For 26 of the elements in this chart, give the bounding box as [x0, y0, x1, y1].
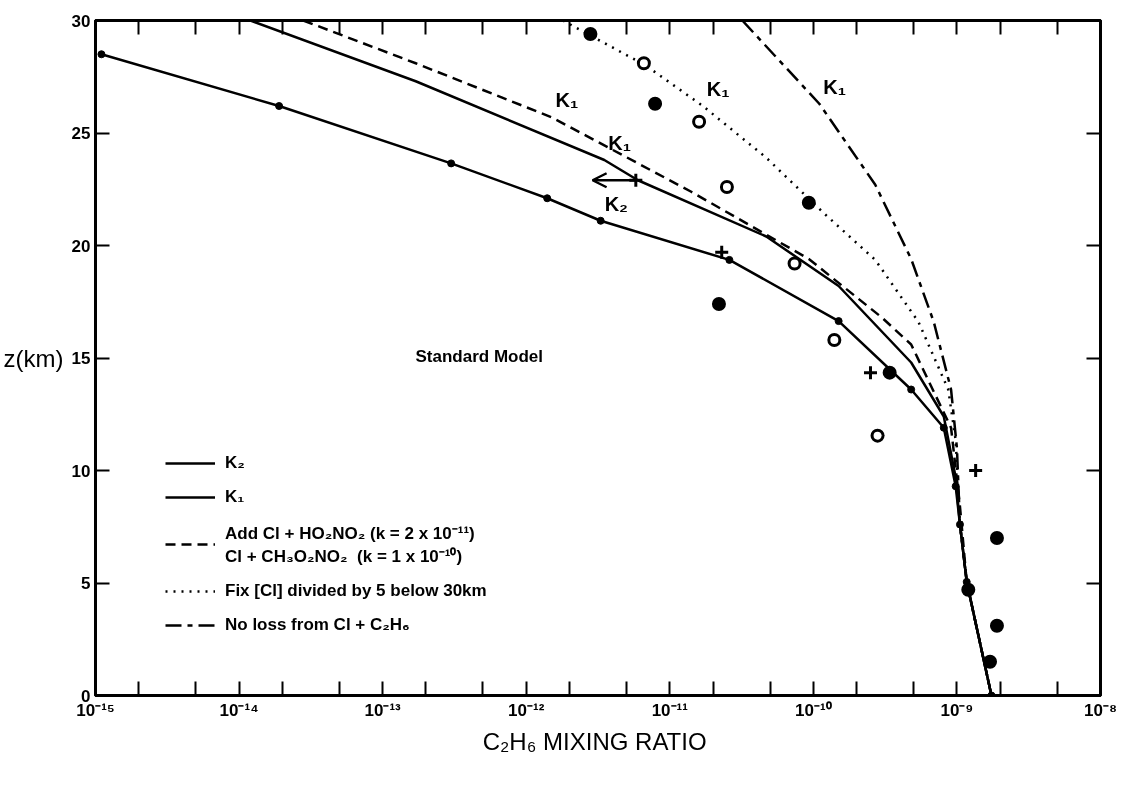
legend-label: No loss from Cl + C₂H₆	[225, 615, 410, 635]
legend-label: Fix [Cl] divided by 5 below 30km	[225, 581, 487, 601]
annotation: K₁	[555, 89, 579, 112]
y-tick-label: 10	[71, 461, 91, 481]
x-tick-label: 10⁻¹¹	[651, 700, 689, 720]
annotation: K₁	[608, 132, 632, 154]
legend-label: Add Cl + HO₂NO₂ (k = 2 x 10⁻¹¹) Cl + CH₃O₂NO₂ (k = 1 x 10⁻¹⁰)	[225, 523, 475, 567]
y-tick-label: 30	[71, 11, 91, 31]
y-tick-label: 15	[71, 349, 91, 368]
x-tick-label: 10⁻⁹	[940, 700, 974, 720]
x-tick-label: 10⁻¹²	[508, 700, 545, 720]
annotation: K₂	[604, 192, 628, 215]
legend-label: K₂	[225, 453, 245, 473]
annotation: K₁	[823, 75, 847, 98]
y-axis-title: z(km)	[3, 344, 64, 372]
x-tick-label: 10⁻¹³	[364, 700, 402, 720]
legend-label: K₁	[225, 487, 245, 507]
y-tick-label: 25	[71, 124, 91, 143]
annotation: K₁	[706, 78, 730, 100]
y-tick-label: 5	[81, 574, 91, 593]
x-tick-label: 10⁻⁸	[1084, 700, 1117, 720]
x-tick-label: 10⁻¹⁰	[795, 700, 832, 720]
y-tick-label: 20	[71, 236, 91, 256]
x-axis-title: C₂H₆ MIXING RATIO	[482, 727, 707, 755]
x-tick-label: 10⁻¹⁴	[219, 700, 259, 720]
annotation: Standard Model	[415, 346, 544, 366]
